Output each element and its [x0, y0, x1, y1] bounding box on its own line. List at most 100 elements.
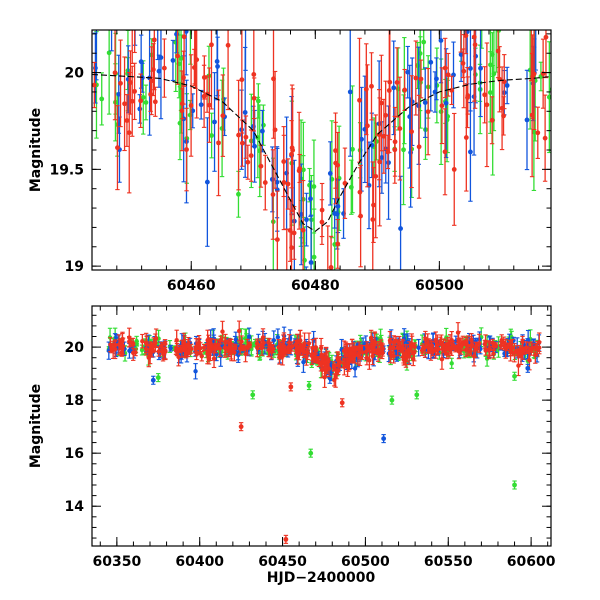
y-tick-label: 16 [65, 446, 84, 462]
data-point [170, 58, 176, 63]
data-point [302, 341, 307, 346]
data-point [306, 383, 312, 388]
data-point [342, 364, 347, 369]
x-tick-label: 60400 [175, 554, 224, 570]
data-point [438, 38, 444, 43]
data-point [94, 20, 99, 25]
data-point [297, 338, 303, 343]
data-point [281, 159, 287, 164]
data-point [529, 112, 535, 118]
data-point [339, 400, 345, 406]
data-point [463, 33, 469, 39]
data-point [458, 343, 464, 349]
data-point [428, 59, 434, 65]
data-point [489, 52, 495, 57]
data-point [322, 375, 327, 380]
data-point [432, 89, 438, 95]
data-point [258, 163, 264, 169]
data-point [502, 344, 508, 349]
data-point [374, 139, 379, 144]
y-tick-label: 20 [65, 66, 85, 82]
top-y-tick-labels: 19 19.5 20 [49, 66, 84, 276]
data-point [109, 0, 114, 2]
data-point [198, 345, 203, 351]
y-tick-label: 18 [65, 393, 84, 409]
data-point [198, 102, 204, 108]
data-point [158, 343, 164, 349]
data-point [158, 55, 164, 60]
data-point [533, 11, 538, 16]
data-point [281, 336, 287, 342]
data-point [416, 144, 422, 150]
data-point [132, 88, 137, 94]
data-point [540, 71, 546, 77]
data-point [122, 101, 127, 107]
data-point [209, 42, 214, 48]
data-point [311, 184, 317, 189]
data-point [126, 130, 132, 136]
data-point [375, 349, 381, 354]
bottom-y-axis-title: Magnitude [28, 384, 44, 468]
y-tick-label: 20 [65, 340, 85, 356]
x-tick-label: 60500 [341, 554, 390, 570]
data-point [517, 351, 522, 356]
data-point [153, 340, 158, 345]
data-point [390, 345, 396, 350]
data-point [212, 119, 217, 125]
data-point [468, 66, 473, 71]
data-point [259, 128, 265, 134]
data-point [193, 22, 198, 27]
data-point [438, 109, 444, 115]
data-point [334, 211, 340, 217]
data-point [420, 346, 426, 351]
data-point [379, 349, 385, 355]
data-point [484, 102, 490, 108]
data-point [525, 365, 531, 371]
data-point [146, 355, 152, 360]
data-point [206, 102, 212, 108]
data-point [387, 350, 393, 356]
data-point [304, 217, 309, 223]
data-point [327, 171, 333, 176]
data-point [543, 34, 549, 40]
data-point [373, 173, 379, 179]
bottom-x-axis-title: HJD−2400000 [267, 570, 376, 586]
data-point [175, 53, 180, 59]
data-point [277, 355, 282, 360]
data-point [516, 363, 521, 368]
data-point [285, 181, 291, 187]
data-point [131, 350, 136, 356]
data-point [243, 134, 249, 140]
data-point [425, 109, 431, 115]
data-point [355, 352, 361, 358]
data-point [239, 77, 245, 83]
data-point [243, 16, 248, 21]
data-point [236, 191, 241, 197]
data-point [458, 52, 464, 57]
data-point [223, 345, 228, 351]
bottom-light-curve-panel: 60350 60400 60450 60500 60550 60600 14161820 … [28, 305, 556, 586]
data-point [127, 348, 132, 354]
data-point [156, 349, 161, 354]
data-point [479, 13, 484, 18]
data-point [148, 344, 154, 349]
data-point [266, 347, 271, 353]
data-point [201, 345, 207, 350]
data-point [389, 397, 395, 403]
data-point [220, 113, 226, 119]
data-point [112, 70, 118, 76]
data-point [449, 337, 454, 343]
data-point [118, 80, 123, 86]
data-point [393, 338, 399, 344]
data-point [455, 330, 461, 335]
data-point [508, 348, 513, 353]
x-tick-label: 60460 [167, 278, 216, 294]
data-point [478, 65, 483, 71]
bottom-x-tick-labels: 60350 60400 60450 60500 60550 60600 [92, 554, 555, 570]
data-point [274, 179, 280, 185]
top-data-points [92, 0, 551, 270]
data-point [461, 68, 467, 74]
data-point [333, 148, 338, 154]
data-point [459, 14, 464, 19]
data-point [183, 30, 189, 34]
